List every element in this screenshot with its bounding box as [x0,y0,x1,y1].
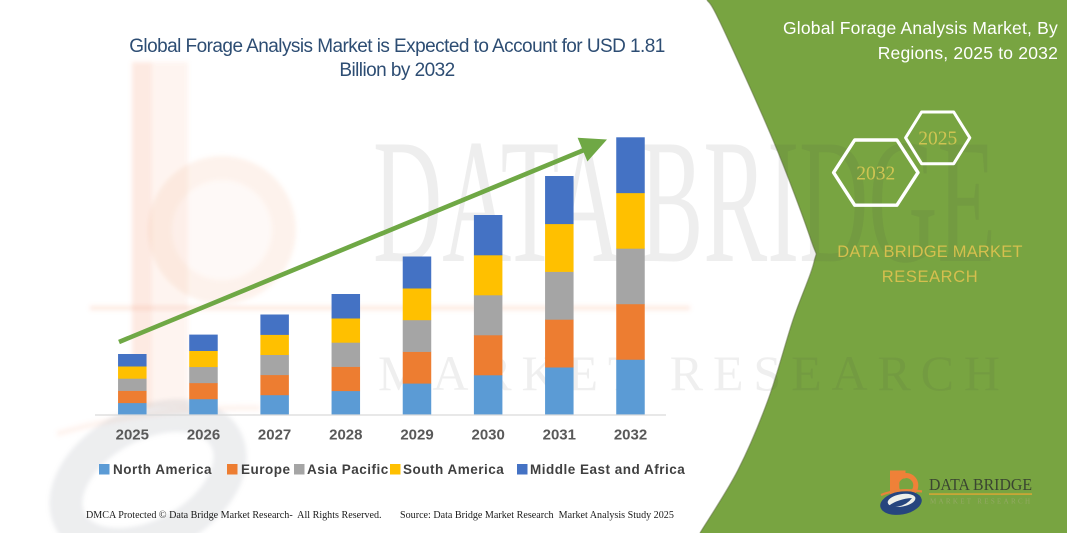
svg-text:2028: 2028 [329,427,362,444]
svg-text:Middle East and Africa: Middle East and Africa [530,462,685,477]
svg-text:2026: 2026 [187,427,220,444]
svg-text:2027: 2027 [258,427,291,444]
svg-text:North America: North America [113,462,212,477]
svg-text:2029: 2029 [400,427,433,444]
svg-text:2032: 2032 [856,164,895,185]
svg-text:Asia Pacific: Asia Pacific [307,462,389,477]
svg-text:South America: South America [403,462,504,477]
svg-text:2030: 2030 [472,427,505,444]
svg-text:DATA BRIDGE: DATA BRIDGE [929,475,1032,494]
svg-text:2031: 2031 [543,427,576,444]
svg-text:2025: 2025 [918,129,957,150]
svg-text:MARKET RESEARCH: MARKET RESEARCH [930,498,1030,506]
svg-text:2025: 2025 [116,427,149,444]
svg-text:2032: 2032 [614,427,647,444]
svg-text:Europe: Europe [241,462,291,477]
